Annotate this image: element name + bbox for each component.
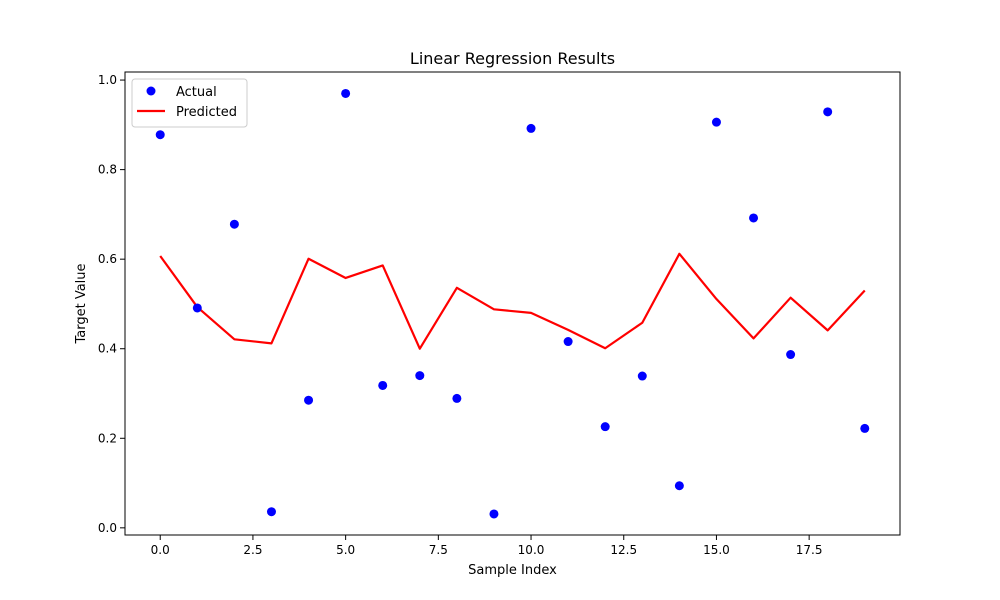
actual-point	[860, 423, 870, 433]
actual-point	[674, 481, 684, 491]
x-tick-label: 12.5	[610, 543, 637, 557]
legend-predicted-label: Predicted	[176, 105, 237, 120]
legend-actual-marker	[146, 86, 156, 96]
y-tick-label: 0.2	[98, 431, 117, 445]
plot-area-frame	[124, 71, 901, 536]
actual-point	[600, 422, 610, 432]
y-tick-label: 0.4	[98, 342, 117, 356]
chart-title: Linear Regression Results	[410, 49, 615, 68]
actual-point	[526, 123, 536, 133]
y-axis: 0.0 0.2 0.4 0.6 0.8 1.0	[98, 73, 125, 535]
x-tick-label: 0.0	[151, 543, 170, 557]
plot-marks	[155, 88, 870, 519]
x-tick-label: 10.0	[518, 543, 545, 557]
y-tick-label: 0.0	[98, 521, 117, 535]
actual-point	[229, 219, 239, 229]
predicted-line	[159, 252, 866, 350]
actual-point	[563, 337, 573, 347]
legend: Actual Predicted	[131, 78, 248, 128]
actual-point	[637, 371, 647, 381]
actual-point	[192, 303, 202, 313]
legend-box	[131, 78, 248, 128]
x-tick-label: 17.5	[796, 543, 823, 557]
actual-point	[378, 380, 388, 390]
y-axis-label: Target Value	[74, 263, 89, 344]
actual-point	[452, 393, 462, 403]
actual-point	[415, 371, 425, 381]
legend-actual-label: Actual	[176, 85, 217, 100]
actual-point	[711, 117, 721, 127]
actual-point	[341, 88, 351, 98]
y-tick-label: 1.0	[98, 73, 117, 87]
x-axis-label: Sample Index	[468, 563, 557, 578]
actual-point	[786, 350, 796, 360]
actual-point	[823, 107, 833, 117]
x-tick-label: 15.0	[703, 543, 730, 557]
x-tick-label: 7.5	[429, 543, 448, 557]
x-tick-label: 2.5	[243, 543, 262, 557]
actual-point	[155, 130, 165, 140]
actual-point	[749, 213, 759, 223]
actual-point	[266, 507, 276, 517]
x-tick-label: 5.0	[336, 543, 355, 557]
actual-point	[489, 509, 499, 519]
actual-point	[304, 395, 314, 405]
x-axis: 0.0 2.5 5.0 7.5 10.0 12.5 15.0 17.5	[151, 535, 823, 557]
y-tick-label: 0.8	[98, 163, 117, 177]
y-tick-label: 0.6	[98, 252, 117, 266]
